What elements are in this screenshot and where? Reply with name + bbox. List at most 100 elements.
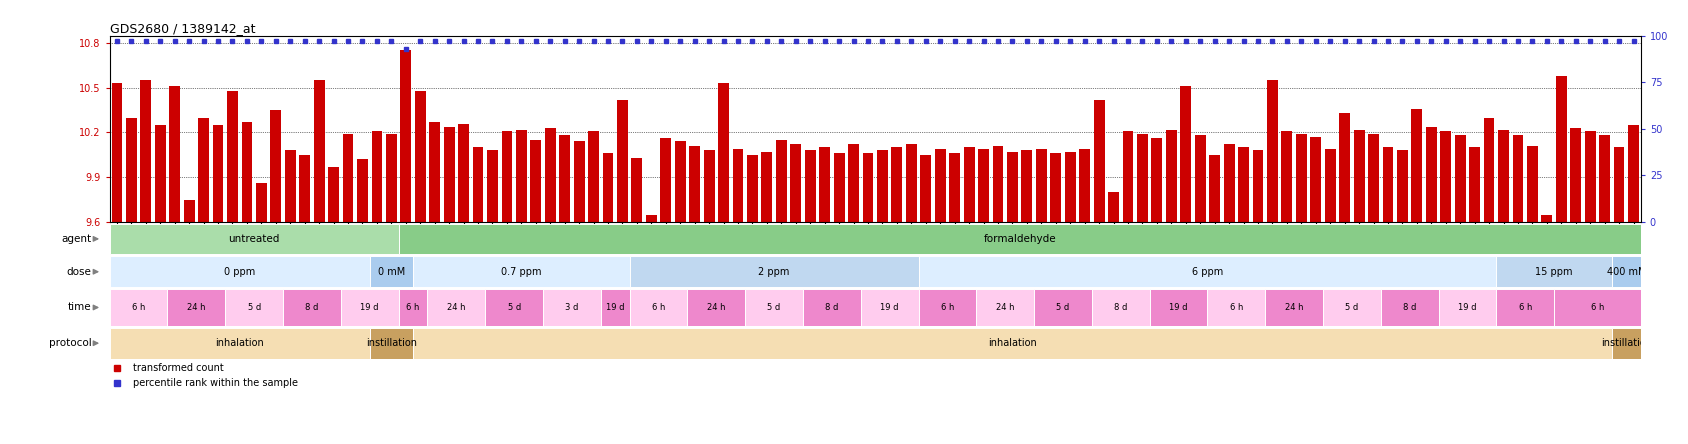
- Bar: [111, 83, 122, 222]
- Bar: [891, 147, 903, 222]
- Bar: [110, 289, 167, 325]
- Bar: [1541, 214, 1553, 222]
- Bar: [631, 158, 643, 222]
- Text: 6 h: 6 h: [1590, 303, 1604, 312]
- Text: 5 d: 5 d: [508, 303, 522, 312]
- Bar: [993, 146, 1003, 222]
- Bar: [1266, 289, 1323, 325]
- Bar: [1614, 147, 1624, 222]
- Bar: [776, 140, 787, 222]
- Bar: [861, 289, 918, 325]
- Text: 6 ppm: 6 ppm: [1192, 267, 1224, 277]
- Bar: [1440, 131, 1452, 222]
- Text: 5 d: 5 d: [1345, 303, 1359, 312]
- Text: dose: dose: [66, 267, 91, 277]
- Bar: [457, 123, 469, 222]
- Bar: [761, 152, 773, 222]
- Text: untreated: untreated: [228, 234, 280, 244]
- Text: 8 d: 8 d: [1403, 303, 1416, 312]
- Bar: [127, 118, 137, 222]
- Bar: [906, 144, 917, 222]
- Bar: [603, 153, 613, 222]
- Bar: [110, 256, 370, 287]
- Bar: [1195, 135, 1205, 222]
- Bar: [675, 142, 685, 222]
- Text: 2 ppm: 2 ppm: [758, 267, 790, 277]
- Bar: [517, 130, 527, 222]
- Bar: [110, 223, 398, 254]
- Bar: [935, 149, 945, 222]
- Bar: [444, 127, 454, 222]
- Bar: [1469, 147, 1480, 222]
- Text: instillation: instillation: [366, 338, 417, 348]
- Bar: [314, 80, 324, 222]
- Bar: [1599, 135, 1610, 222]
- Bar: [1339, 113, 1350, 222]
- Text: 24 h: 24 h: [187, 303, 206, 312]
- Bar: [964, 147, 974, 222]
- Bar: [1411, 109, 1423, 222]
- Bar: [1496, 256, 1612, 287]
- Bar: [660, 139, 672, 222]
- Bar: [1150, 289, 1207, 325]
- Bar: [1310, 137, 1322, 222]
- Text: 8 d: 8 d: [825, 303, 839, 312]
- Bar: [704, 151, 714, 222]
- Bar: [228, 91, 238, 222]
- Bar: [630, 256, 918, 287]
- Text: 24 h: 24 h: [447, 303, 466, 312]
- Bar: [1123, 131, 1133, 222]
- Bar: [976, 289, 1035, 325]
- Bar: [1555, 289, 1641, 325]
- Bar: [1151, 139, 1163, 222]
- Bar: [805, 151, 815, 222]
- Text: GDS2680 / 1389142_at: GDS2680 / 1389142_at: [110, 23, 255, 36]
- Bar: [1107, 192, 1119, 222]
- Bar: [834, 153, 844, 222]
- Text: 5 d: 5 d: [248, 303, 260, 312]
- Bar: [1252, 151, 1263, 222]
- Bar: [1065, 152, 1075, 222]
- Bar: [878, 151, 888, 222]
- Bar: [398, 223, 1641, 254]
- Bar: [1512, 135, 1523, 222]
- Text: 24 h: 24 h: [707, 303, 726, 312]
- Bar: [618, 99, 628, 222]
- Text: percentile rank within the sample: percentile rank within the sample: [133, 378, 297, 388]
- Text: 5 d: 5 d: [768, 303, 782, 312]
- Bar: [918, 289, 976, 325]
- Bar: [1094, 99, 1104, 222]
- Text: 19 d: 19 d: [1458, 303, 1477, 312]
- Bar: [1438, 289, 1496, 325]
- Bar: [1180, 86, 1192, 222]
- Bar: [370, 256, 414, 287]
- Bar: [1323, 289, 1381, 325]
- Bar: [1224, 144, 1234, 222]
- Bar: [920, 155, 932, 222]
- Text: 0.7 ppm: 0.7 ppm: [501, 267, 542, 277]
- Bar: [647, 214, 657, 222]
- Text: 0 ppm: 0 ppm: [225, 267, 255, 277]
- Bar: [689, 146, 701, 222]
- Bar: [370, 328, 414, 359]
- Bar: [358, 159, 368, 222]
- Bar: [1268, 80, 1278, 222]
- Bar: [270, 110, 282, 222]
- Bar: [918, 256, 1496, 287]
- Text: 3 d: 3 d: [565, 303, 579, 312]
- Bar: [1367, 134, 1379, 222]
- Bar: [949, 153, 960, 222]
- Bar: [501, 131, 513, 222]
- Bar: [1354, 130, 1364, 222]
- Bar: [587, 131, 599, 222]
- Bar: [414, 328, 1612, 359]
- Bar: [1166, 130, 1177, 222]
- Bar: [1008, 152, 1018, 222]
- Bar: [790, 144, 802, 222]
- Bar: [863, 153, 873, 222]
- Bar: [197, 118, 209, 222]
- Bar: [1325, 149, 1335, 222]
- Bar: [1035, 289, 1092, 325]
- Text: 24 h: 24 h: [996, 303, 1014, 312]
- Bar: [744, 289, 803, 325]
